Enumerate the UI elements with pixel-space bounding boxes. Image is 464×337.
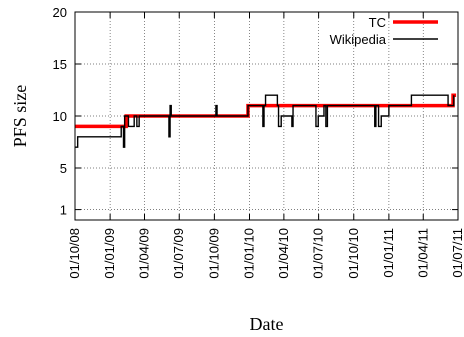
legend-label: Wikipedia [330, 32, 387, 47]
x-tick-label: 01/04/09 [136, 228, 151, 279]
x-axis-title: Date [250, 314, 284, 334]
x-tick-label: 01/04/11 [415, 228, 430, 278]
legend: TC Wikipedia [330, 15, 438, 47]
y-tick-label: 15 [53, 57, 67, 72]
x-tick-label: 01/04/10 [276, 228, 291, 279]
y-tick-label: 1 [60, 203, 67, 218]
x-tick-label: 01/01/09 [102, 228, 117, 279]
x-tick-label: 01/01/10 [242, 228, 257, 279]
series-line-wikipedia [75, 94, 455, 148]
x-tick-label: 01/07/10 [311, 228, 326, 279]
y-tick-label: 10 [53, 109, 67, 124]
x-tick-label: 01/10/10 [346, 228, 361, 279]
legend-label: TC [369, 15, 386, 30]
x-tick-label: 01/10/08 [67, 228, 82, 279]
x-tick-label: 01/01/11 [381, 228, 396, 278]
x-tick-label: 01/07/11 [450, 228, 464, 278]
y-tick-label: 5 [60, 161, 67, 176]
y-tick-label: 20 [53, 5, 67, 20]
series-layer [75, 93, 457, 148]
y-axis-title: PFS size [10, 85, 30, 148]
x-tick-label: 01/10/09 [206, 228, 221, 279]
x-tick-label: 01/07/09 [171, 228, 186, 279]
